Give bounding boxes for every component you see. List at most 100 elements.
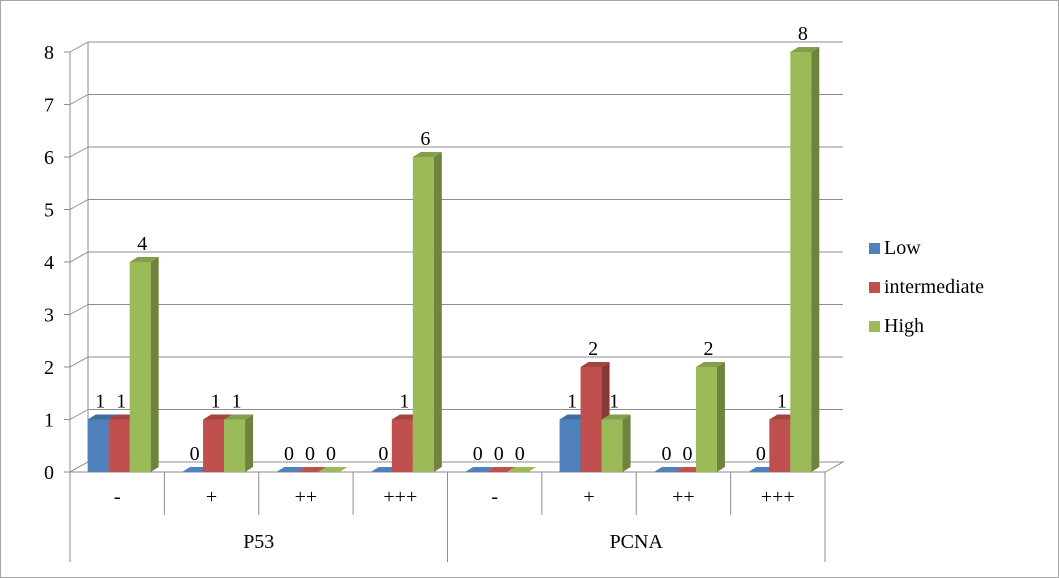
bar-low: [465, 467, 495, 472]
bar-front: [790, 52, 812, 472]
bar-top: [601, 414, 631, 420]
data-label: 1: [95, 391, 105, 413]
x-axis: - + ++ +++ - + ++ +++P53 PCNA: [69, 472, 826, 562]
data-label: 0: [661, 443, 671, 465]
data-label: 1: [211, 391, 221, 413]
data-label: 0: [378, 443, 388, 465]
gridline-side: [69, 94, 89, 105]
gridline-side: [69, 251, 89, 263]
bar-high: [224, 414, 254, 472]
legend-entry: High: [884, 315, 924, 337]
bar-high: [318, 467, 348, 472]
bar-front: [580, 367, 602, 472]
gridlines: [64, 41, 843, 473]
data-label: 0: [682, 443, 692, 465]
bar-flat: [486, 467, 516, 472]
bar-high: [601, 414, 631, 472]
data-label: 0: [756, 443, 766, 465]
legend-swatch: [869, 282, 880, 293]
bar-flat: [297, 467, 327, 472]
x-category-label: ++: [295, 486, 318, 508]
bar-high: [695, 362, 725, 472]
bar-front: [129, 262, 151, 472]
data-label: 8: [798, 23, 808, 45]
bar-low: [276, 467, 306, 472]
data-label: 1: [567, 391, 577, 413]
bar-high: [790, 47, 820, 472]
x-group-label: PCNA: [610, 531, 664, 553]
bar-front: [87, 419, 109, 472]
bar-high: [129, 257, 159, 472]
bar-front: [559, 419, 581, 472]
gridline-side: [69, 356, 89, 368]
bar-high: [412, 152, 442, 472]
data-label: 1: [116, 391, 126, 413]
bar-top: [695, 362, 725, 367]
bar-side: [811, 47, 820, 472]
data-label: 0: [284, 443, 294, 465]
legend-swatch: [869, 321, 880, 332]
data-label: 1: [232, 391, 242, 413]
bar-low: [653, 467, 683, 472]
bar-side: [150, 257, 159, 472]
bar-front: [108, 419, 130, 472]
y-tick-label: 5: [44, 200, 54, 222]
x-category-label: +++: [761, 486, 795, 508]
y-tick-label: 1: [44, 410, 54, 432]
bar-front: [695, 367, 717, 472]
bar-front: [391, 419, 413, 472]
data-label: 0: [494, 443, 504, 465]
bar-front: [203, 419, 225, 472]
bar-top: [87, 414, 117, 420]
y-tick-label: 8: [44, 42, 54, 64]
bar-side: [622, 414, 631, 472]
data-label: 1: [777, 391, 787, 413]
bar-intermediate: [297, 467, 327, 472]
data-label: 0: [326, 443, 336, 465]
y-axis-ticks: 0 1 2 3 4 5 6 7 8: [44, 42, 54, 484]
data-label: 2: [588, 338, 598, 360]
gridline-side: [69, 146, 89, 158]
bar-flat: [465, 467, 495, 472]
y-tick-label: 3: [44, 305, 54, 327]
y-tick-label: 4: [44, 252, 54, 274]
x-category-label: +: [206, 486, 217, 508]
bar-side: [245, 414, 254, 472]
data-label: 4: [137, 233, 147, 255]
data-label: 0: [515, 443, 525, 465]
bar-flat: [507, 467, 537, 472]
gridline-side: [69, 199, 89, 210]
x-category-label: -: [114, 486, 121, 508]
x-category-label: +++: [383, 486, 417, 508]
bar-front: [412, 157, 434, 472]
x-group-label: P53: [243, 531, 274, 553]
bar-side: [433, 152, 442, 472]
y-tick-label: 2: [44, 357, 54, 379]
bar-front: [601, 419, 623, 472]
legend-entry: intermediate: [884, 276, 984, 298]
legend: Low intermediate High: [869, 237, 984, 337]
data-label: 0: [190, 443, 200, 465]
legend-swatch: [869, 243, 880, 254]
gridline-side: [69, 41, 89, 53]
bar-side: [716, 362, 725, 472]
data-label: 6: [420, 128, 430, 150]
x-category-label: ++: [672, 486, 695, 508]
x-category-label: -: [491, 486, 498, 508]
bar-flat: [276, 467, 306, 472]
bar-top: [203, 414, 233, 420]
bar-flat: [318, 467, 348, 472]
bar-high: [507, 467, 537, 472]
legend-entry: Low: [884, 237, 921, 259]
bar-top: [412, 152, 442, 157]
x-category-label: +: [583, 486, 594, 508]
bar-front: [769, 419, 791, 472]
bar-top: [580, 362, 610, 367]
y-tick-label: 7: [44, 95, 54, 117]
bar-top: [790, 47, 820, 52]
gridline-side: [69, 304, 89, 315]
bar-front: [224, 419, 246, 472]
